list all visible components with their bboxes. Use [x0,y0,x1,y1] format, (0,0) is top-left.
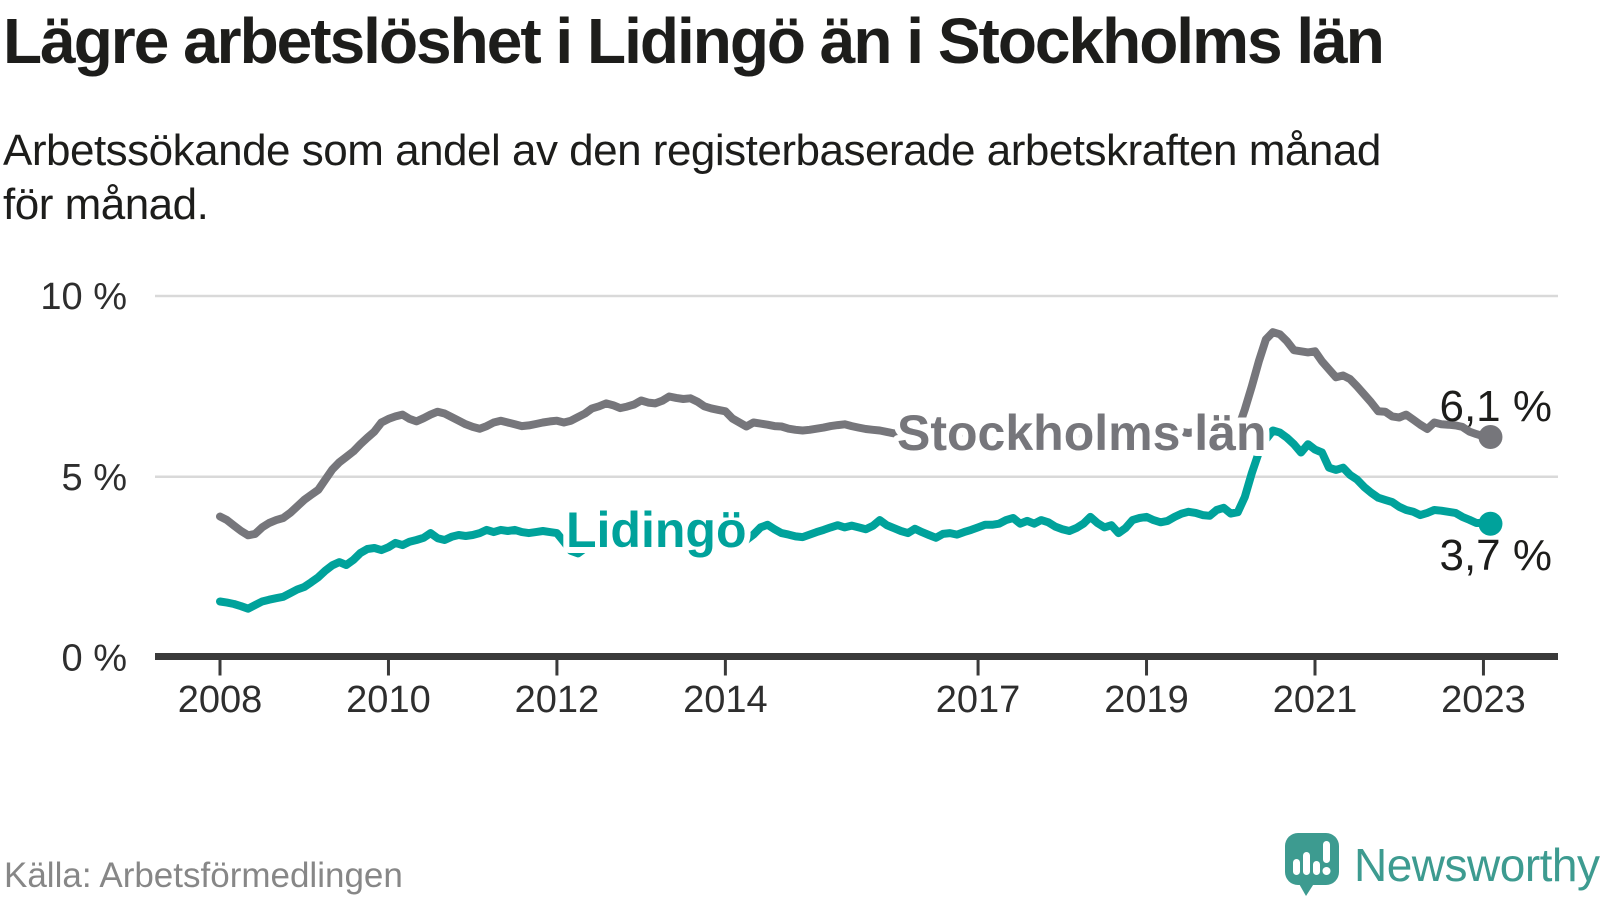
x-axis-labels: 2008 2010 2012 2014 2017 2019 2021 2023 [178,679,1526,721]
x-tick-label-2021: 2021 [1273,679,1358,721]
series-end-value-labels: 6,1 % 3,7 % [1439,382,1552,580]
line-stockholms-l-n [216,328,1495,540]
page-subtitle: Arbetssökande som andel av den registerb… [3,124,1583,231]
source-note: Källa: Arbetsförmedlingen [4,856,403,895]
x-tick-label-2023: 2023 [1441,679,1526,721]
x-tick-label-2014: 2014 [683,679,768,721]
series-label-liding-: Lidingö [566,502,747,558]
series-inline-labels: Stockholms län Lidingö [560,399,1273,564]
page-title: Lägre arbetslöshet i Lidingö än i Stockh… [3,5,1385,77]
series-label-stockholms-l-n: Stockholms län [897,405,1267,461]
end-value-label-stockholms-l-n: 6,1 % [1439,382,1552,431]
logo-bar-1 [1293,859,1300,875]
end-dot-stockholms-l-n [1478,424,1503,449]
end-value-label-liding-: 3,7 % [1439,531,1552,580]
x-tick-label-2010: 2010 [346,679,431,721]
series-lines [216,328,1495,613]
line-liding- [216,426,1495,613]
end-dot-liding- [1478,511,1503,536]
series-end-dots [1478,424,1503,536]
logo-bar-3 [1313,861,1320,875]
logo-exclamation-dot [1322,867,1331,875]
x-tick-label-2008: 2008 [178,679,263,721]
subtitle-line-1: Arbetssökande som andel av den registerb… [3,126,1381,175]
speech-bubble-tail [1298,882,1315,896]
y-tick-label-10: 10 % [40,276,127,318]
x-tick-label-2019: 2019 [1104,679,1189,721]
x-tick-label-2012: 2012 [515,679,600,721]
newsworthy-logo-text: Newsworthy [1354,839,1600,891]
y-tick-label-0: 0 % [62,638,127,680]
y-axis-labels: 10 % 5 % 0 % [40,276,127,680]
x-axis [155,653,1558,676]
newsworthy-speech-bubble-icon [1285,833,1339,896]
logo-bar-2 [1303,852,1310,875]
logo-exclamation-bar [1323,841,1330,863]
x-tick-label-2017: 2017 [936,679,1021,721]
newsworthy-logo: Newsworthy [1284,832,1600,898]
gridlines [155,294,1558,478]
y-tick-label-5: 5 % [62,457,127,499]
subtitle-line-2: för månad. [3,179,209,229]
